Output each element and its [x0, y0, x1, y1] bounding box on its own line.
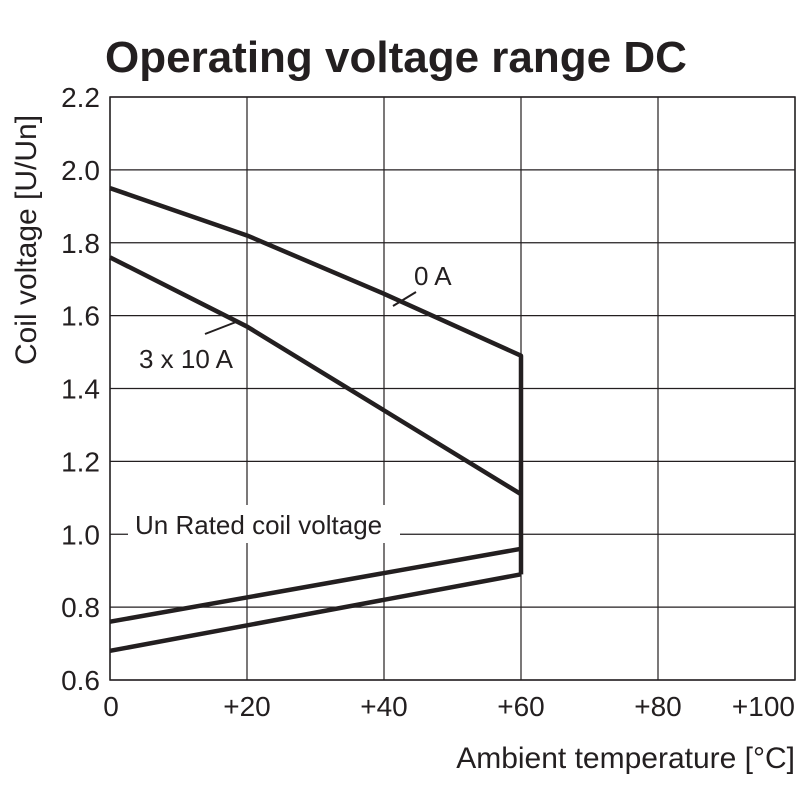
- annotation-0a: 0 A: [414, 261, 452, 291]
- series-line-3: [109, 572, 522, 654]
- y-tick-label-8: 2.2: [61, 82, 100, 113]
- series-line-1: [108, 255, 523, 497]
- leader-0a: [392, 291, 417, 307]
- x-tick-label-5: +100: [732, 691, 795, 722]
- y-tick-label-4: 1.4: [61, 374, 100, 405]
- plot-frame: [109, 96, 796, 681]
- chart-title: Operating voltage range DC: [105, 33, 687, 82]
- x-tick-label-4: +80: [634, 691, 682, 722]
- y-tick-label-7: 2.0: [61, 155, 100, 186]
- leader-3x10a: [204, 321, 237, 335]
- annotation-rated-bg: [128, 505, 400, 543]
- x-tick-label-3: +60: [497, 691, 545, 722]
- y-tick-label-2: 1.0: [61, 519, 100, 550]
- y-tick-label-0: 0.6: [61, 665, 100, 696]
- series-line-0: [109, 185, 524, 575]
- annotation-rated-voltage: Un Rated coil voltage: [135, 510, 382, 540]
- series-lines: [108, 185, 524, 654]
- x-axis-ticks: 0 +20 +40 +60 +80 +100: [103, 691, 795, 722]
- y-tick-label-5: 1.6: [61, 301, 100, 332]
- series-line-2: [109, 546, 522, 624]
- x-tick-label-0: 0: [103, 691, 119, 722]
- x-axis-label: Ambient temperature [°C]: [456, 742, 795, 775]
- y-axis-ticks: 0.6 0.8 1.0 1.2 1.4 1.6 1.8 2.0 2.2: [61, 82, 100, 696]
- y-axis-label: Coil voltage [U/Un]: [10, 115, 43, 365]
- y-tick-label-1: 0.8: [61, 592, 100, 623]
- y-tick-label-6: 1.8: [61, 228, 100, 259]
- grid-lines: [109, 96, 796, 681]
- y-tick-label-3: 1.2: [61, 446, 100, 477]
- annotation-3x10a: 3 x 10 A: [139, 344, 234, 374]
- x-tick-label-1: +20: [223, 691, 271, 722]
- x-tick-label-2: +40: [360, 691, 408, 722]
